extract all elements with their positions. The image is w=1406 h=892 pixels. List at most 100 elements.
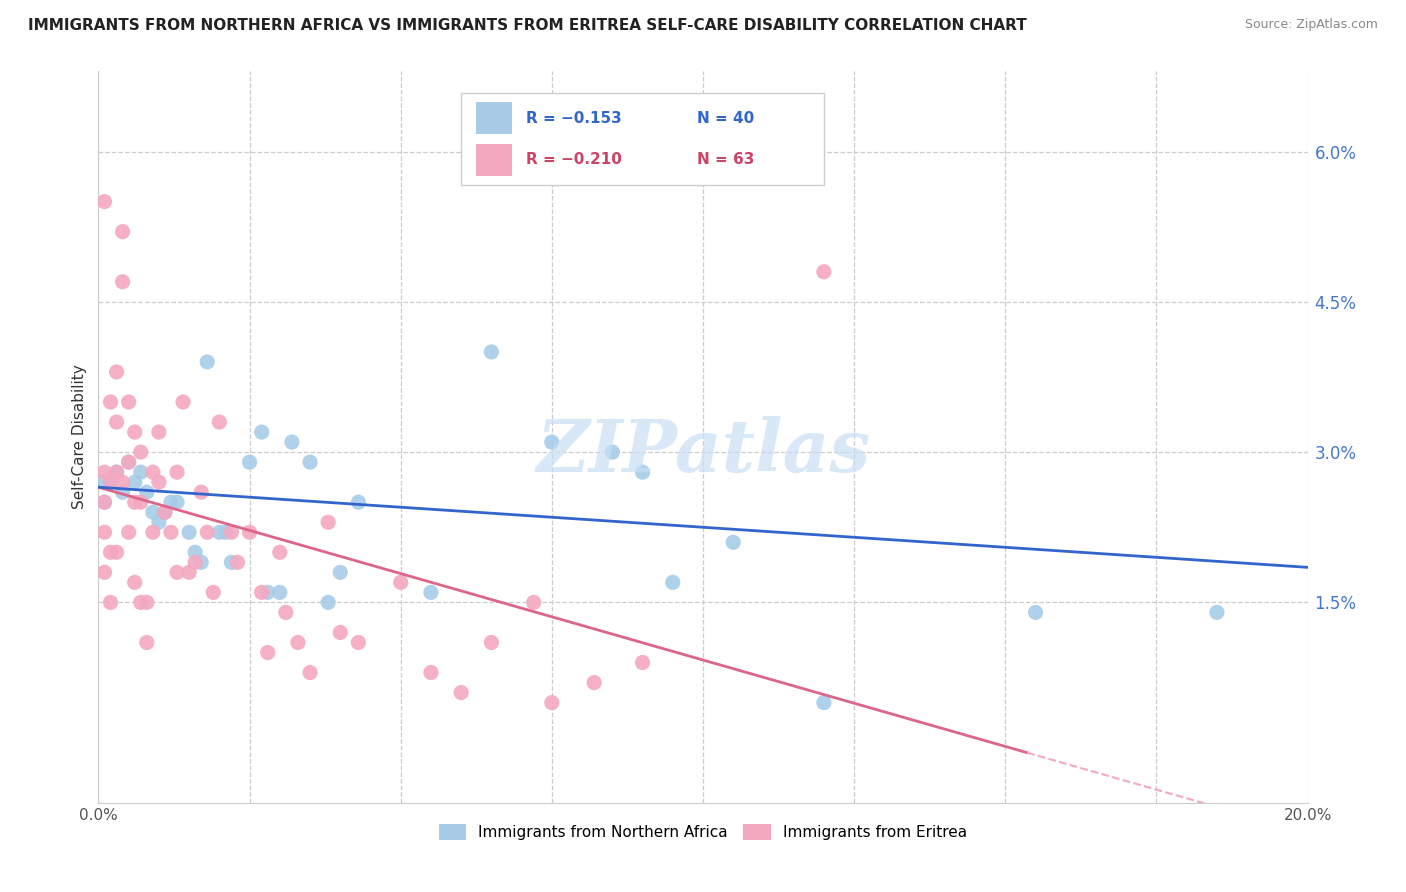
Point [179, 525, 201, 540]
Point [160, 495, 183, 509]
Point [256, 646, 278, 660]
Point [153, 505, 176, 519]
Legend: Immigrants from Northern Africa, Immigrants from Eritrea: Immigrants from Northern Africa, Immigra… [433, 818, 973, 847]
Point [111, 225, 134, 239]
Point [124, 495, 146, 509]
Point [190, 485, 212, 500]
Point [250, 425, 273, 439]
Point [631, 656, 654, 670]
Y-axis label: Self-Care Disability: Self-Care Disability [72, 365, 87, 509]
Point [723, 535, 745, 549]
Point [481, 345, 503, 359]
Point [153, 505, 176, 519]
Point [195, 355, 218, 369]
Point [148, 425, 170, 439]
Point [540, 696, 562, 710]
Point [195, 525, 218, 540]
Point [105, 545, 128, 559]
Point [166, 465, 188, 479]
Point [329, 625, 352, 640]
Point [813, 265, 835, 279]
Point [179, 566, 201, 580]
Point [299, 665, 322, 680]
Point [221, 555, 243, 569]
Point [93, 495, 115, 509]
Point [281, 435, 304, 450]
Point [221, 525, 243, 540]
Point [299, 455, 322, 469]
Point [160, 525, 183, 540]
Point [184, 555, 207, 569]
Point [111, 485, 134, 500]
Text: Source: ZipAtlas.com: Source: ZipAtlas.com [1244, 18, 1378, 31]
Point [287, 635, 309, 649]
Point [540, 435, 562, 450]
Point [129, 495, 152, 509]
Point [208, 415, 231, 429]
Point [142, 465, 165, 479]
Point [208, 525, 231, 540]
Point [1206, 606, 1229, 620]
Point [148, 475, 170, 490]
Point [118, 395, 141, 409]
Point [172, 395, 194, 409]
Point [420, 665, 443, 680]
Point [124, 575, 146, 590]
Point [269, 545, 291, 559]
Point [124, 475, 146, 490]
Point [481, 635, 503, 649]
Point [93, 194, 115, 209]
Point [269, 585, 291, 599]
Point [118, 455, 141, 469]
Point [602, 445, 624, 459]
Point [1024, 606, 1046, 620]
Point [111, 475, 134, 490]
Point [190, 555, 212, 569]
Point [583, 675, 606, 690]
Point [250, 585, 273, 599]
Point [105, 465, 128, 479]
Point [239, 525, 262, 540]
Point [93, 525, 115, 540]
Point [420, 585, 443, 599]
Point [256, 585, 278, 599]
Point [316, 515, 339, 529]
Point [184, 545, 207, 559]
Point [93, 495, 115, 509]
Point [100, 475, 122, 490]
Point [347, 495, 370, 509]
Point [135, 485, 157, 500]
Point [105, 415, 128, 429]
Point [389, 575, 412, 590]
Point [129, 595, 152, 609]
Point [813, 696, 835, 710]
Point [450, 685, 472, 699]
Text: ZIPatlas: ZIPatlas [536, 417, 870, 487]
Point [226, 555, 249, 569]
Point [166, 495, 188, 509]
Point [100, 395, 122, 409]
Point [214, 525, 236, 540]
Point [166, 566, 188, 580]
Point [239, 455, 262, 469]
Point [329, 566, 352, 580]
Point [105, 365, 128, 379]
Point [118, 525, 141, 540]
Point [135, 635, 157, 649]
Point [523, 595, 546, 609]
Point [100, 545, 122, 559]
Point [111, 275, 134, 289]
Point [135, 595, 157, 609]
Point [105, 465, 128, 479]
Point [124, 425, 146, 439]
Point [316, 595, 339, 609]
Point [118, 455, 141, 469]
Point [202, 585, 225, 599]
Text: IMMIGRANTS FROM NORTHERN AFRICA VS IMMIGRANTS FROM ERITREA SELF-CARE DISABILITY : IMMIGRANTS FROM NORTHERN AFRICA VS IMMIG… [28, 18, 1026, 33]
Point [100, 595, 122, 609]
Point [142, 505, 165, 519]
Point [631, 465, 654, 479]
Point [347, 635, 370, 649]
Point [93, 475, 115, 490]
Point [93, 465, 115, 479]
